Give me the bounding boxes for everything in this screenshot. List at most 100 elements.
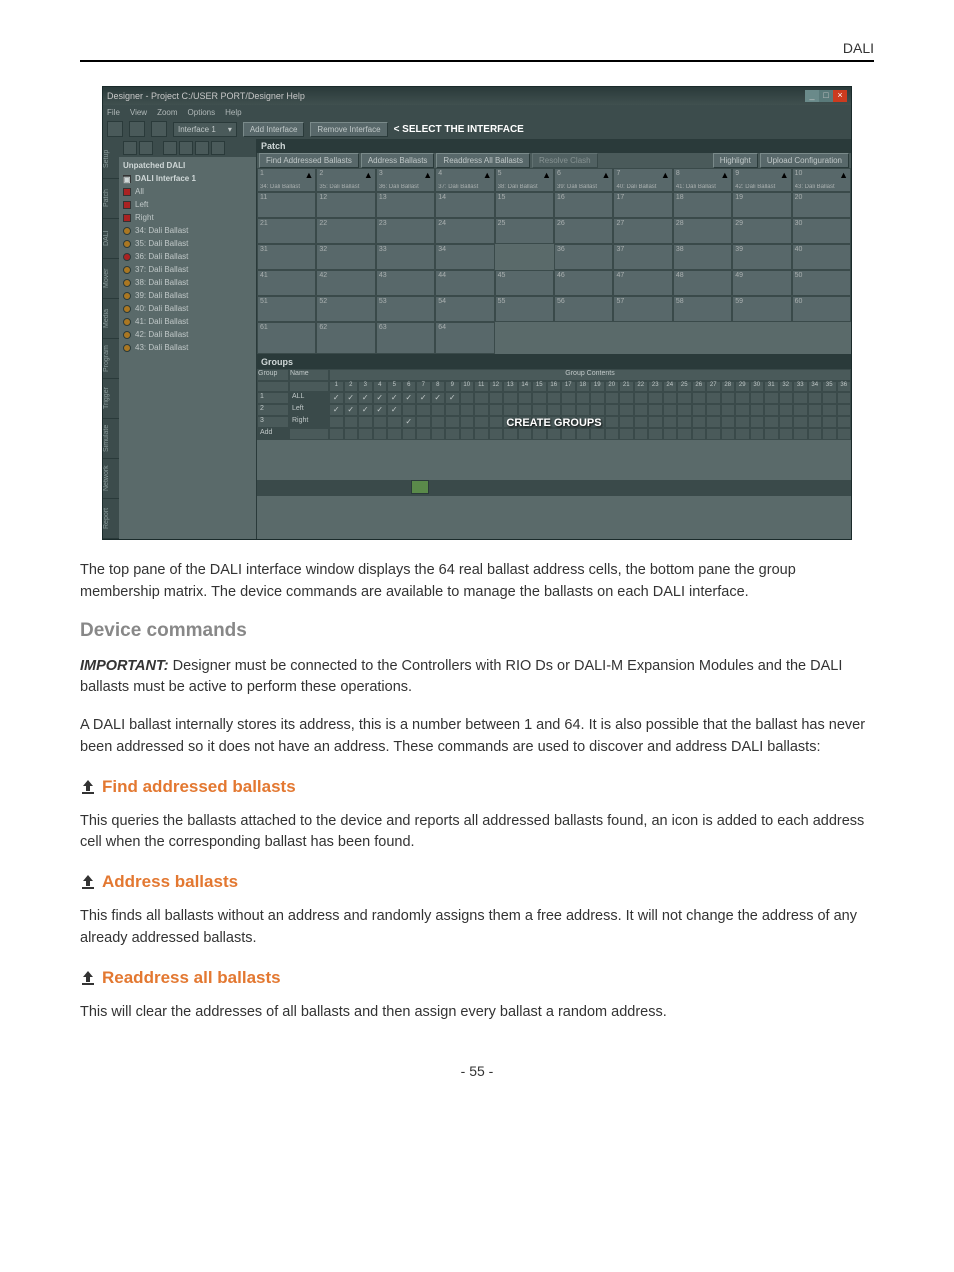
ballast-cell[interactable]: 37 (613, 244, 672, 270)
ballast-cell[interactable]: 54 (435, 296, 494, 322)
ballast-cell[interactable] (554, 322, 613, 354)
tab-patch[interactable]: Patch (103, 179, 119, 219)
ballast-cell[interactable]: 64 (435, 322, 494, 354)
remove-interface-button[interactable]: Remove Interface (310, 122, 387, 137)
ballast-cell[interactable]: 29 (732, 218, 791, 244)
tree-item[interactable]: 39: Dali Ballast (123, 289, 252, 302)
highlight-button[interactable]: Highlight (713, 153, 758, 168)
tool-icon[interactable] (179, 141, 193, 155)
ballast-cell[interactable]: 44 (435, 270, 494, 296)
tool-icon[interactable] (211, 141, 225, 155)
upload-config-button[interactable]: Upload Configuration (760, 153, 849, 168)
tab-report[interactable]: Report (103, 499, 119, 539)
address-ballasts-button[interactable]: Address Ballasts (361, 153, 435, 168)
ballast-cell[interactable]: 56 (554, 296, 613, 322)
tree-item[interactable]: 34: Dali Ballast (123, 224, 252, 237)
tree-item[interactable]: 37: Dali Ballast (123, 263, 252, 276)
ballast-cell[interactable]: 22 (316, 218, 375, 244)
ballast-cell[interactable]: 47 (613, 270, 672, 296)
ballast-cell[interactable] (792, 322, 851, 354)
ballast-cell[interactable]: 9▲42: Dali Ballast (732, 168, 791, 192)
ballast-cell[interactable]: 49 (732, 270, 791, 296)
ballast-cell[interactable]: 45 (495, 270, 554, 296)
tree-item[interactable]: 41: Dali Ballast (123, 315, 252, 328)
ballast-cell[interactable] (613, 322, 672, 354)
tab-mover[interactable]: Mover (103, 259, 119, 299)
ballast-cell[interactable]: 4▲37: Dali Ballast (435, 168, 494, 192)
ballast-cell[interactable]: 38 (673, 244, 732, 270)
ballast-cell[interactable]: 32 (316, 244, 375, 270)
ballast-cell[interactable]: 17 (613, 192, 672, 218)
ballast-cell[interactable]: 41 (257, 270, 316, 296)
menu-options[interactable]: Options (188, 108, 216, 117)
ballast-cell[interactable] (495, 322, 554, 354)
ballast-cell[interactable]: 6▲39: Dali Ballast (554, 168, 613, 192)
ballast-cell[interactable]: 1▲34: Dali Ballast (257, 168, 316, 192)
tab-media[interactable]: Media (103, 299, 119, 339)
ballast-cell[interactable]: 53 (376, 296, 435, 322)
maximize-icon[interactable]: □ (819, 90, 833, 102)
menu-zoom[interactable]: Zoom (157, 108, 177, 117)
minimize-icon[interactable]: _ (805, 90, 819, 102)
ballast-cell[interactable]: 18 (673, 192, 732, 218)
ballast-cell[interactable]: 59 (732, 296, 791, 322)
tab-program[interactable]: Program (103, 339, 119, 379)
ballast-cell[interactable]: 50 (792, 270, 851, 296)
ballast-cell[interactable]: 25 (495, 218, 554, 244)
interface-select[interactable]: Interface 1▾ (173, 122, 237, 137)
tab-dali[interactable]: DALI (103, 219, 119, 259)
ballast-cell[interactable]: 39 (732, 244, 791, 270)
tab-trigger[interactable]: Trigger (103, 379, 119, 419)
ballast-cell[interactable] (495, 244, 554, 270)
ballast-cell[interactable]: 34 (435, 244, 494, 270)
ballast-cell[interactable]: 36 (554, 244, 613, 270)
ballast-cell[interactable]: 23 (376, 218, 435, 244)
ballast-cell[interactable]: 46 (554, 270, 613, 296)
ballast-cell[interactable]: 13 (376, 192, 435, 218)
ballast-cell[interactable] (732, 322, 791, 354)
ballast-cell[interactable]: 3▲36: Dali Ballast (376, 168, 435, 192)
ballast-cell[interactable]: 51 (257, 296, 316, 322)
ballast-cell[interactable]: 26 (554, 218, 613, 244)
ballast-cell[interactable]: 5▲38: Dali Ballast (495, 168, 554, 192)
readdress-all-button[interactable]: Readdress All Ballasts (436, 153, 530, 168)
find-addressed-button[interactable]: Find Addressed Ballasts (259, 153, 359, 168)
ballast-cell[interactable]: 52 (316, 296, 375, 322)
ballast-cell[interactable]: 2▲35: Dali Ballast (316, 168, 375, 192)
ballast-cell[interactable]: 11 (257, 192, 316, 218)
ballast-cell[interactable]: 62 (316, 322, 375, 354)
ballast-cell[interactable]: 31 (257, 244, 316, 270)
ballast-cell[interactable]: 14 (435, 192, 494, 218)
ballast-cell[interactable]: 20 (792, 192, 851, 218)
close-icon[interactable]: × (833, 90, 847, 102)
menu-file[interactable]: File (107, 108, 120, 117)
ballast-cell[interactable]: 8▲41: Dali Ballast (673, 168, 732, 192)
ballast-cell[interactable]: 42 (316, 270, 375, 296)
tree-item[interactable]: 38: Dali Ballast (123, 276, 252, 289)
ballast-cell[interactable]: 28 (673, 218, 732, 244)
tool-icon[interactable] (123, 141, 137, 155)
ballast-cell[interactable]: 58 (673, 296, 732, 322)
resolve-clash-button[interactable]: Resolve Clash (532, 153, 598, 168)
ballast-cell[interactable]: 63 (376, 322, 435, 354)
ballast-cell[interactable]: 33 (376, 244, 435, 270)
ballast-cell[interactable]: 48 (673, 270, 732, 296)
add-interface-button[interactable]: Add Interface (243, 122, 305, 137)
ballast-cell[interactable]: 55 (495, 296, 554, 322)
open-icon[interactable] (129, 121, 145, 137)
tree-item[interactable]: Right (123, 211, 252, 224)
ballast-cell[interactable]: 24 (435, 218, 494, 244)
ballast-cell[interactable]: 15 (495, 192, 554, 218)
tab-setup[interactable]: Setup (103, 139, 119, 179)
menu-view[interactable]: View (130, 108, 147, 117)
ballast-cell[interactable]: 19 (732, 192, 791, 218)
save-icon[interactable] (151, 121, 167, 137)
tool-icon[interactable] (163, 141, 177, 155)
ballast-cell[interactable]: 7▲40: Dali Ballast (613, 168, 672, 192)
tree-item[interactable]: 43: Dali Ballast (123, 341, 252, 354)
tree-item[interactable]: 40: Dali Ballast (123, 302, 252, 315)
ballast-cell[interactable]: 21 (257, 218, 316, 244)
ballast-cell[interactable]: 61 (257, 322, 316, 354)
ballast-cell[interactable] (673, 322, 732, 354)
tool-icon[interactable] (195, 141, 209, 155)
